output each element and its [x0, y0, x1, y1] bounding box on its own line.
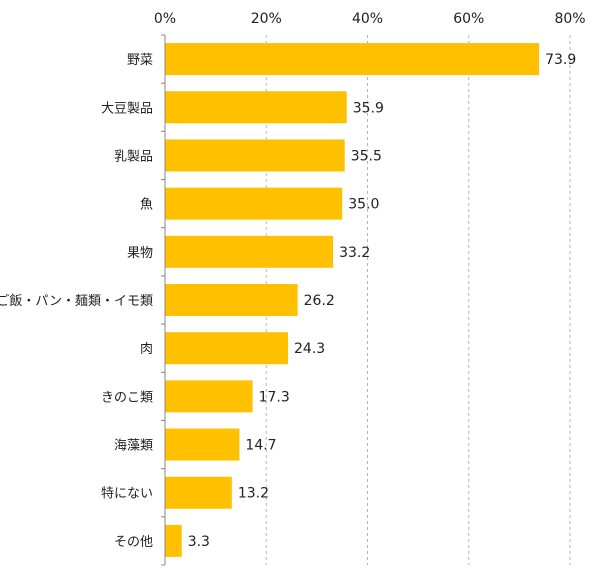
category-label: 大豆製品	[101, 101, 153, 116]
value-labels: 73.9 35.9 35.5 35.0 33.2 26.2 24.3 17.3 14.7 13.2…	[188, 52, 577, 550]
category-label: 魚	[140, 198, 153, 213]
value-label: 24.3	[294, 341, 325, 357]
value-label: 13.2	[238, 486, 269, 502]
value-label: 35.5	[351, 148, 382, 164]
x-tick-label: 20%	[251, 11, 282, 27]
value-label: 73.9	[545, 52, 576, 68]
category-label: 肉	[140, 342, 153, 357]
category-label: 乳製品	[114, 149, 153, 164]
value-label: 35.0	[348, 197, 379, 213]
bar	[165, 284, 298, 316]
bar	[165, 139, 345, 172]
bar	[165, 476, 232, 509]
x-tick-label: 40%	[352, 11, 383, 27]
bar	[165, 187, 343, 220]
value-label: 33.2	[339, 245, 370, 261]
category-label: 特にない	[101, 487, 153, 502]
bar	[165, 524, 182, 557]
value-label: 3.3	[188, 534, 210, 550]
category-label: ご飯・パン・麺類・イモ類	[0, 293, 153, 309]
category-label: 果物	[127, 246, 153, 261]
value-label: 35.9	[353, 100, 384, 116]
value-label: 17.3	[259, 389, 290, 405]
x-tick-label: 80%	[554, 11, 585, 27]
value-label: 14.7	[245, 438, 276, 454]
bar	[165, 428, 240, 461]
bar	[165, 332, 289, 365]
bar	[165, 43, 540, 76]
x-tick-label: 0%	[154, 11, 176, 27]
bar	[165, 380, 253, 413]
value-label: 26.2	[304, 293, 335, 309]
bar	[165, 91, 347, 124]
category-label: その他	[114, 535, 153, 550]
category-label: 海藻類	[114, 439, 153, 454]
x-axis-ticks: 0% 20% 40% 60% 80%	[154, 11, 586, 27]
category-label: きのこ類	[101, 390, 153, 405]
x-tick-label: 60%	[453, 11, 484, 27]
bar	[165, 235, 334, 268]
category-label: 野菜	[127, 53, 153, 68]
bars	[165, 43, 540, 557]
